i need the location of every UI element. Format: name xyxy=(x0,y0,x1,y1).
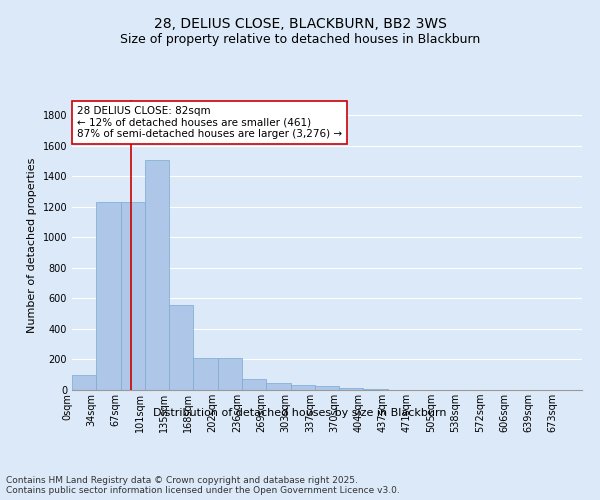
Bar xyxy=(290,384,315,390)
Bar xyxy=(72,374,96,390)
Y-axis label: Number of detached properties: Number of detached properties xyxy=(27,158,37,332)
Bar xyxy=(169,304,193,390)
Bar xyxy=(266,383,290,390)
Bar xyxy=(145,160,169,390)
Bar xyxy=(218,358,242,390)
Bar xyxy=(242,380,266,390)
Text: 28 DELIUS CLOSE: 82sqm
← 12% of detached houses are smaller (461)
87% of semi-de: 28 DELIUS CLOSE: 82sqm ← 12% of detached… xyxy=(77,106,342,139)
Bar xyxy=(96,202,121,390)
Text: Contains HM Land Registry data © Crown copyright and database right 2025.
Contai: Contains HM Land Registry data © Crown c… xyxy=(6,476,400,495)
Bar xyxy=(193,358,218,390)
Text: Distribution of detached houses by size in Blackburn: Distribution of detached houses by size … xyxy=(153,408,447,418)
Text: Size of property relative to detached houses in Blackburn: Size of property relative to detached ho… xyxy=(120,32,480,46)
Bar xyxy=(121,202,145,390)
Text: 28, DELIUS CLOSE, BLACKBURN, BB2 3WS: 28, DELIUS CLOSE, BLACKBURN, BB2 3WS xyxy=(154,18,446,32)
Bar xyxy=(339,388,364,390)
Bar xyxy=(315,386,339,390)
Bar xyxy=(364,389,388,390)
